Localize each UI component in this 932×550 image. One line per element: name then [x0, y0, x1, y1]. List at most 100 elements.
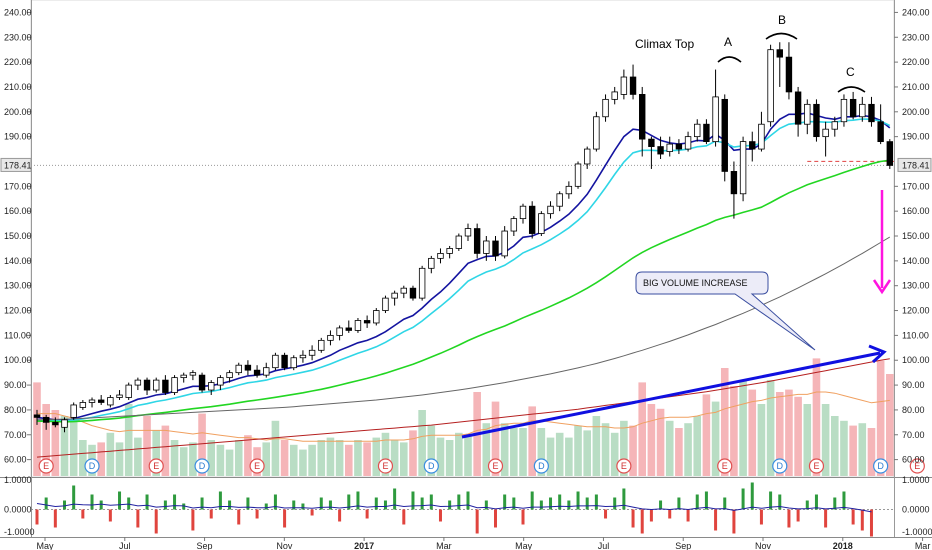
volume-bar — [610, 432, 619, 476]
moving-averages — [36, 112, 891, 458]
indicator-bar — [622, 488, 626, 510]
candle-body — [620, 76, 628, 95]
volume-bar — [372, 437, 381, 476]
candle-body — [804, 103, 811, 125]
indicator-bar — [668, 509, 672, 519]
price-tick-label-left: 140.00 — [4, 256, 32, 266]
volume-bar — [647, 404, 656, 476]
indicator-bar — [512, 497, 516, 510]
indicator-bar — [814, 494, 818, 510]
x-tick-label: Mar — [915, 541, 931, 550]
indicator-bar — [44, 497, 48, 510]
indicator-bar — [860, 509, 864, 531]
event-marker-label: E — [254, 461, 260, 471]
volume-bar — [436, 437, 445, 476]
volume-bar — [711, 401, 720, 476]
volume-bar — [207, 440, 216, 476]
candle-body — [308, 349, 316, 356]
event-marker-label: E — [722, 461, 728, 471]
indicator-bar — [851, 509, 855, 525]
price-tick-label-right: 130.00 — [902, 281, 930, 291]
event-markers: EDEDEEDEDEEDEDEEDE — [38, 458, 925, 474]
volume-bar — [803, 404, 812, 476]
indicator-bar — [136, 509, 140, 528]
volume-bar — [51, 410, 60, 476]
earnings-marker — [909, 458, 925, 474]
indicator-bar — [420, 497, 424, 510]
price-tick-label-right: 80.00 — [902, 405, 925, 415]
candle-body — [648, 138, 655, 147]
candle-body — [739, 141, 747, 195]
indicator-bar — [659, 500, 663, 510]
candle-body — [336, 327, 343, 336]
indicator-tick-label-left: 1.0000 — [4, 475, 32, 485]
volume-bar — [106, 432, 115, 476]
price-tick-label-left: 90.00 — [4, 380, 27, 390]
indicator-line — [36, 503, 872, 513]
grid — [0, 0, 932, 538]
candle-body — [345, 327, 352, 331]
volume-bar — [583, 430, 591, 476]
indicator-bar — [448, 500, 452, 510]
indicator-bar — [503, 494, 507, 510]
candle-body — [593, 116, 600, 150]
volume-bar — [152, 430, 161, 476]
indicator-bar — [182, 503, 186, 510]
x-tick-label: May — [515, 541, 533, 550]
price-tick-label-left: 200.00 — [4, 107, 32, 117]
candle-body — [446, 248, 453, 254]
candle-body — [107, 397, 114, 406]
volume-bar — [601, 423, 610, 476]
candle-body — [208, 382, 215, 391]
candle-body — [574, 163, 582, 187]
indicator-bar — [796, 509, 800, 522]
volume-bar — [519, 428, 527, 476]
volume-bar — [592, 416, 601, 476]
candle-body — [327, 334, 334, 341]
volume-trend-line — [461, 351, 881, 439]
earnings-marker — [616, 458, 632, 474]
volume-bar — [143, 416, 151, 476]
candle-body — [584, 148, 591, 165]
indicator-bar — [732, 509, 736, 534]
dividend-marker — [772, 458, 788, 474]
indicator-tick-label-left: -1.0000 — [4, 527, 35, 537]
candle-body — [180, 374, 187, 379]
volume-bar — [60, 416, 69, 476]
volume-bar — [124, 404, 133, 476]
volume-bar — [775, 392, 784, 476]
x-tick-label: Nov — [755, 541, 772, 550]
indicator-bar — [429, 494, 433, 510]
candle-body — [363, 320, 371, 324]
candle-body — [758, 123, 765, 150]
price-tick-label-left: 100.00 — [4, 355, 32, 365]
candle-body — [226, 372, 233, 379]
candle-body — [52, 421, 59, 426]
indicator-bar — [549, 497, 553, 510]
candle-body — [565, 185, 573, 195]
candle-body — [391, 292, 398, 299]
candle-body — [767, 49, 774, 123]
indicator-bar — [438, 509, 442, 522]
price-tick-label-right: 160.00 — [902, 206, 930, 216]
moving-average-line — [36, 236, 891, 421]
volume-bar — [730, 386, 738, 476]
candle-body — [281, 354, 288, 369]
dividend-marker — [873, 458, 889, 474]
volume-bar — [510, 428, 518, 476]
candle-body — [70, 404, 77, 418]
volume-bar — [638, 382, 647, 476]
volume-bar — [179, 447, 188, 476]
candle-body — [675, 143, 683, 150]
annotations: Climax Top A B C BIG VOLUME INCREASE — [461, 13, 892, 439]
indicator-bar — [347, 494, 351, 510]
candle-body — [556, 193, 563, 207]
indicator-bar — [649, 509, 653, 522]
last-price-badge-left — [0, 157, 32, 172]
event-marker-label: E — [153, 461, 159, 471]
volume-bar — [33, 382, 41, 476]
arc-b — [765, 32, 798, 40]
moving-average-line — [36, 118, 891, 422]
event-marker-label: D — [89, 461, 96, 471]
